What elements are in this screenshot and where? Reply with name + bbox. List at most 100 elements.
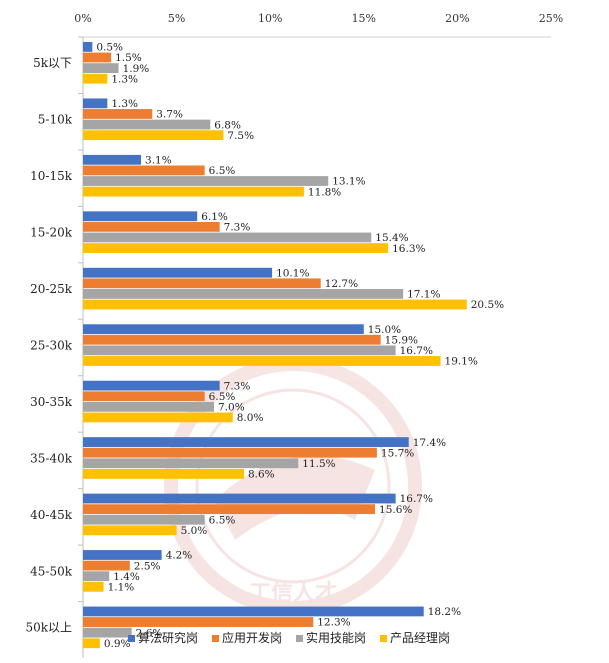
bar: [83, 119, 211, 130]
data-label: 16.7%: [400, 493, 433, 505]
category-label: 40-45k: [30, 508, 73, 522]
bar: [83, 221, 220, 232]
data-label: 2.5%: [134, 560, 161, 572]
category-label: 5-10k: [38, 113, 73, 127]
legend-label: 实用技能岗: [306, 630, 366, 645]
bar: [83, 627, 132, 638]
bar: [83, 493, 396, 504]
bar: [83, 73, 108, 84]
bar: [83, 334, 381, 345]
bar: [83, 154, 142, 165]
data-label: 1.3%: [111, 98, 138, 110]
x-tick-label: 25%: [539, 12, 563, 25]
data-label: 1.3%: [111, 73, 138, 85]
category-label: 30-35k: [30, 395, 73, 409]
x-tick-label: 20%: [445, 12, 469, 25]
bar: [83, 345, 396, 356]
data-label: 4.2%: [166, 550, 193, 562]
legend-swatch: [212, 635, 219, 642]
bar: [83, 232, 372, 243]
data-label: 16.3%: [392, 243, 425, 255]
bar: [83, 52, 112, 63]
bar: [83, 447, 377, 458]
data-label: 6.5%: [209, 391, 236, 403]
data-label: 6.1%: [201, 211, 228, 223]
legend-swatch: [380, 635, 387, 642]
bar: [83, 42, 93, 52]
bars: [83, 42, 467, 649]
data-label: 15.9%: [385, 334, 418, 346]
bar: [83, 299, 467, 310]
data-labels: 0.5%1.5%1.9%1.3%1.3%3.7%6.8%7.5%3.1%6.5%…: [96, 42, 504, 650]
bar: [83, 638, 100, 649]
data-label: 6.8%: [214, 119, 241, 131]
data-label: 10.1%: [276, 267, 309, 279]
bar: [83, 504, 376, 515]
data-label: 17.4%: [413, 437, 446, 449]
bar: [83, 165, 205, 176]
data-label: 15.7%: [381, 447, 414, 459]
data-label: 7.3%: [224, 380, 251, 392]
bar: [83, 458, 299, 469]
bar: [83, 356, 441, 366]
bar: [83, 130, 224, 141]
bar: [83, 560, 130, 571]
watermark-text: 工信人才: [249, 580, 337, 606]
data-label: 17.1%: [407, 289, 440, 301]
data-label: 12.3%: [317, 617, 350, 629]
data-label: 2.6%: [136, 627, 163, 639]
data-label: 13.1%: [332, 176, 365, 188]
data-label: 7.5%: [227, 130, 254, 142]
data-label: 6.5%: [209, 165, 236, 177]
data-label: 0.5%: [96, 42, 123, 54]
data-label: 8.0%: [237, 412, 264, 424]
data-label: 1.5%: [115, 52, 142, 64]
data-label: 7.0%: [218, 402, 245, 414]
bar: [83, 571, 110, 582]
bar: [83, 550, 162, 560]
data-label: 6.5%: [209, 514, 236, 526]
bar: [83, 324, 364, 335]
data-label: 16.7%: [400, 345, 433, 357]
x-tick-label: 15%: [352, 12, 376, 25]
data-label: 0.9%: [104, 638, 131, 650]
bar: [83, 289, 404, 299]
bar: [83, 98, 108, 109]
category-label: 20-25k: [30, 282, 73, 296]
bar: [83, 380, 220, 391]
data-label: 1.4%: [113, 571, 140, 583]
bar: [83, 525, 177, 536]
data-label: 12.7%: [325, 278, 358, 290]
category-label: 50k以上: [25, 621, 72, 635]
data-label: 11.5%: [302, 458, 335, 470]
bar: [83, 437, 409, 447]
bar: [83, 243, 389, 253]
category-label: 25-30k: [30, 338, 73, 352]
category-label: 15-20k: [30, 226, 73, 240]
bar: [83, 109, 153, 119]
data-label: 8.6%: [248, 469, 275, 481]
bar: [83, 391, 205, 402]
data-label: 5.0%: [181, 525, 208, 537]
bar: [83, 581, 104, 592]
data-label: 15.6%: [379, 504, 412, 516]
y-axis: 5k以下 5-10k 10-15k 15-20k 20-25k 25-30k 30-35k 3…: [25, 36, 84, 658]
x-tick-label: 10%: [258, 12, 282, 25]
x-tick-label: 0%: [74, 12, 91, 25]
data-label: 3.7%: [156, 109, 183, 121]
data-label: 20.5%: [471, 299, 504, 311]
legend-swatch: [296, 635, 303, 642]
legend-label: 应用开发岗: [222, 630, 282, 645]
data-label: 15.4%: [375, 232, 408, 244]
category-label: 35-40k: [30, 451, 73, 465]
data-label: 15.0%: [368, 324, 401, 336]
data-label: 18.2%: [428, 606, 461, 618]
bar: [83, 412, 233, 423]
bar: [83, 278, 321, 289]
bar: [83, 63, 119, 73]
category-label: 10-15k: [30, 169, 73, 183]
bar: [83, 468, 244, 479]
bar: [83, 514, 205, 525]
